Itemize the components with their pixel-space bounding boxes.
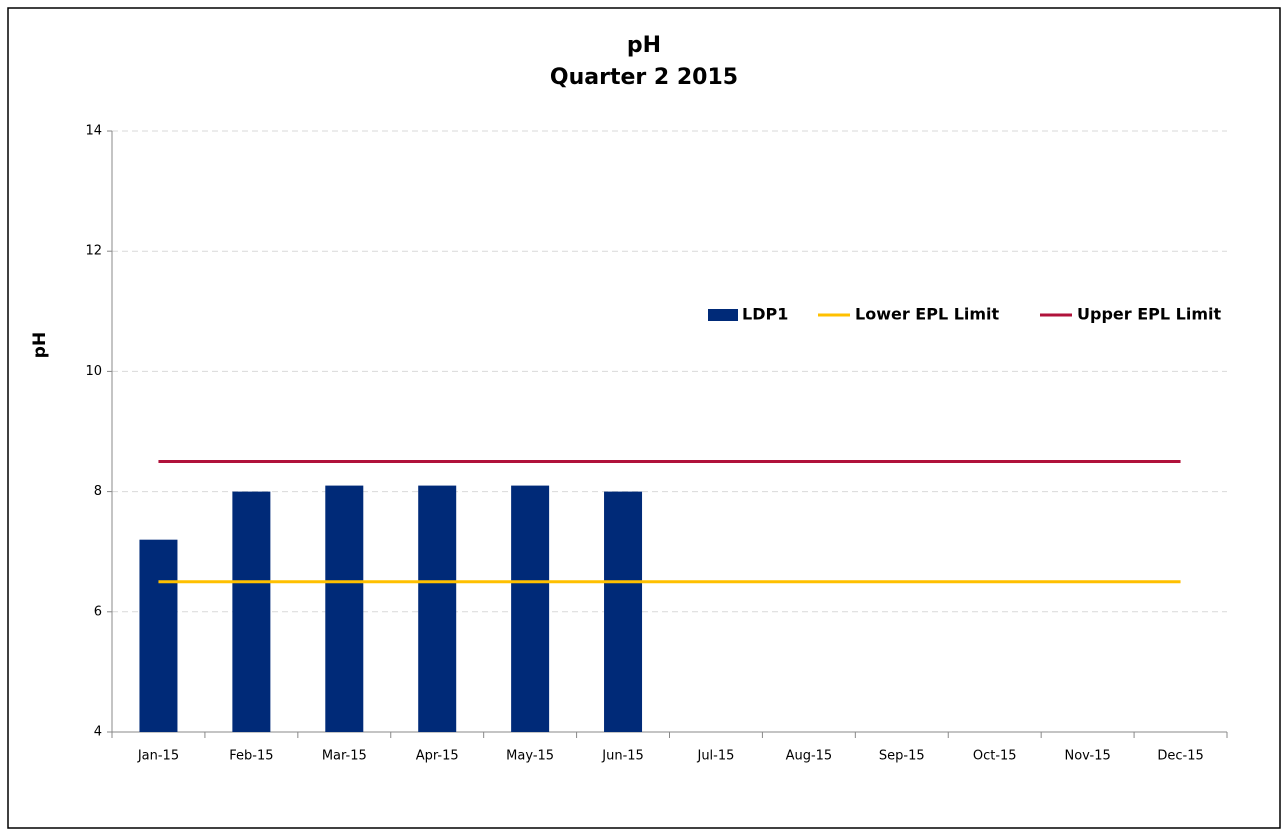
chart-frame [7, 7, 1281, 829]
x-tick-label: Mar-15 [322, 749, 367, 764]
legend-label: Upper EPL Limit [1077, 305, 1221, 324]
x-tick-label: Oct-15 [973, 749, 1017, 764]
x-tick-label: Jul-15 [696, 749, 734, 764]
bar [139, 539, 178, 732]
x-tick-label: Jan-15 [137, 749, 179, 764]
x-tick-label: Apr-15 [416, 749, 459, 764]
legend-label: Lower EPL Limit [855, 305, 1000, 324]
x-tick-label: Aug-15 [786, 749, 833, 764]
legend-swatch [708, 309, 738, 321]
bar [511, 485, 550, 732]
x-tick-label: Sep-15 [879, 749, 925, 764]
y-tick-label: 6 [94, 604, 102, 619]
x-tick-label: May-15 [506, 749, 554, 764]
x-tick-label: Nov-15 [1064, 749, 1110, 764]
x-tick-label: Feb-15 [229, 749, 273, 764]
x-tick-label: Jun-15 [601, 749, 644, 764]
bar [232, 491, 271, 732]
y-tick-label: 4 [94, 725, 102, 740]
chart-title: pH [627, 33, 661, 58]
legend-label: LDP1 [742, 305, 788, 324]
chart-subtitle: Quarter 2 2015 [550, 65, 738, 90]
x-tick-label: Dec-15 [1157, 749, 1203, 764]
bar [325, 485, 364, 732]
y-tick-label: 14 [85, 124, 102, 139]
y-axis-label: pH [30, 332, 50, 358]
y-tick-label: 12 [85, 244, 102, 259]
y-tick-label: 10 [85, 364, 102, 379]
bar [418, 485, 457, 732]
bar [604, 491, 643, 732]
y-tick-label: 8 [94, 484, 102, 499]
